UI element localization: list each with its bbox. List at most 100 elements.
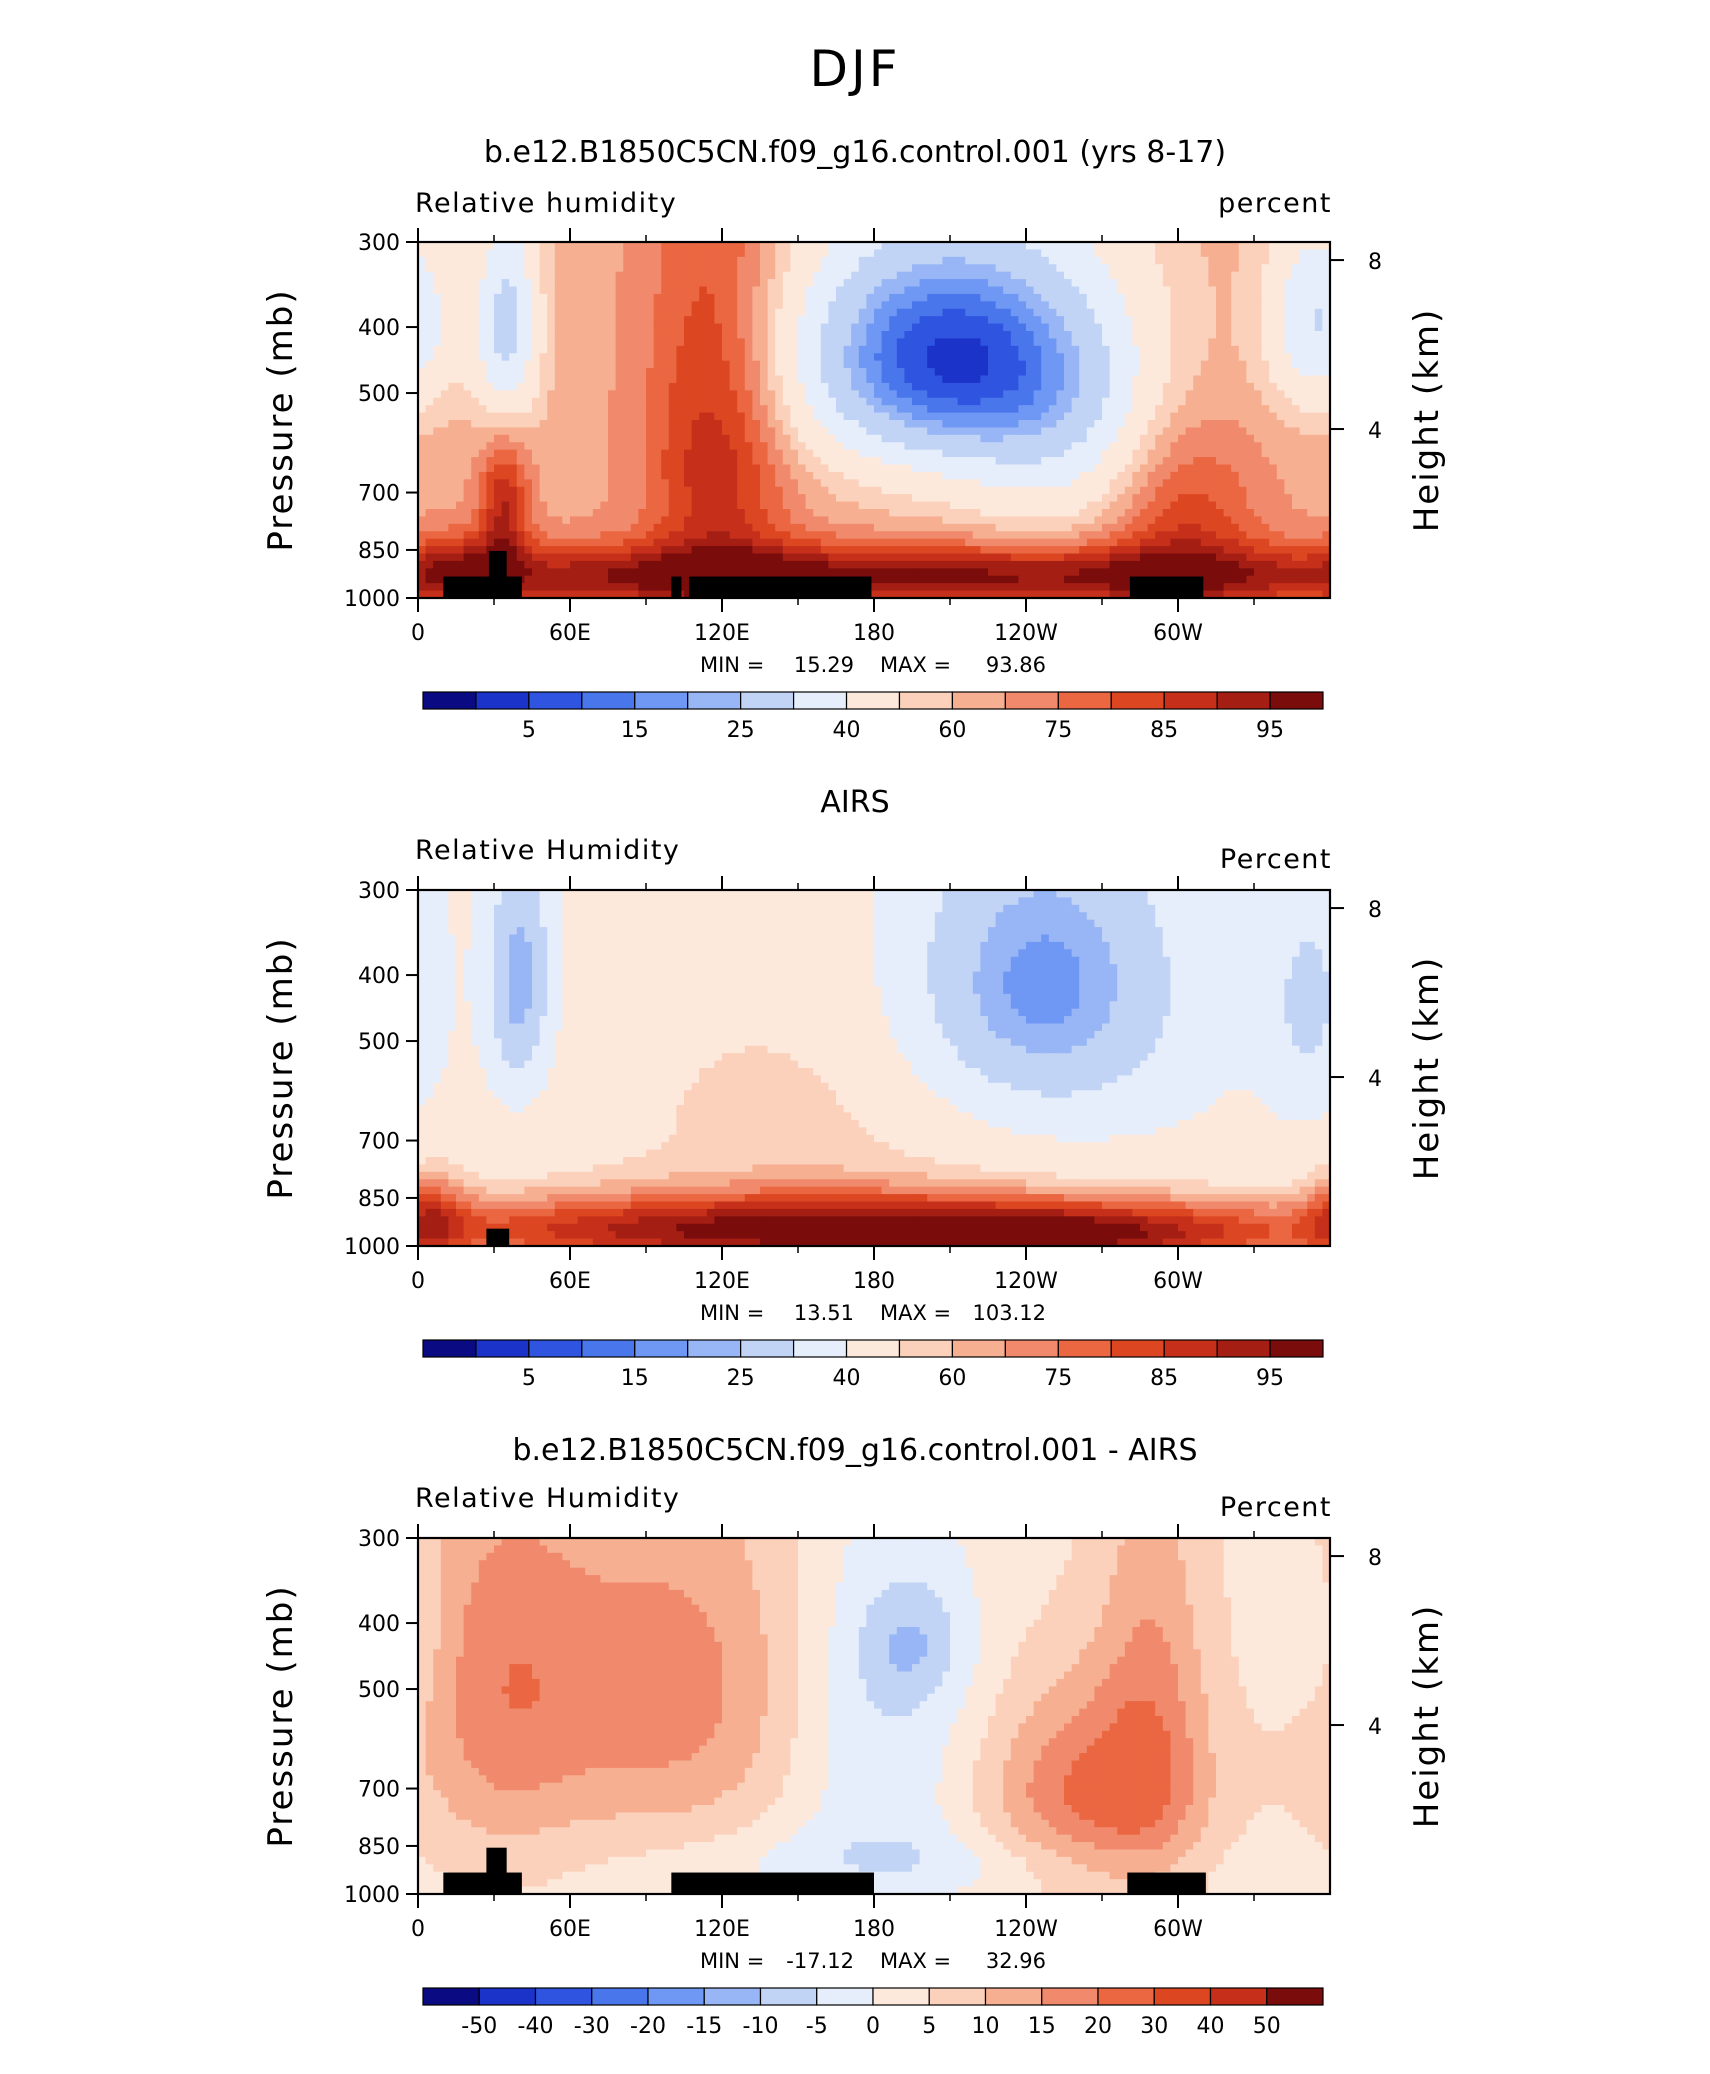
y-tick-label: 700 bbox=[358, 482, 400, 507]
colorbar-label: 10 bbox=[972, 2014, 1000, 2039]
max-label: MAX = bbox=[880, 1301, 951, 1325]
colorbar-box bbox=[703, 1987, 762, 2006]
x-tick-label: 180 bbox=[853, 1269, 895, 1294]
land-mask-block bbox=[1127, 1872, 1206, 1894]
colorbar-label: -30 bbox=[574, 2014, 610, 2039]
x-tick-label: 60W bbox=[1153, 1269, 1203, 1294]
colorbar-box bbox=[581, 691, 636, 710]
colorbar-box bbox=[1163, 1339, 1218, 1358]
colorbar-box bbox=[528, 1339, 583, 1358]
colorbar-box bbox=[422, 1339, 477, 1358]
left-string: Relative humidity bbox=[415, 188, 677, 219]
y-axis-title-right: Height (km) bbox=[1407, 308, 1447, 533]
chart-title: AIRS bbox=[820, 785, 889, 820]
y-tick-label: 700 bbox=[358, 1778, 400, 1803]
colorbar-box bbox=[898, 691, 954, 710]
colorbar-box bbox=[984, 1987, 1043, 2006]
colorbar-label: 5 bbox=[922, 2014, 936, 2039]
colorbar-box bbox=[687, 691, 742, 710]
y-right-tick-label: 8 bbox=[1368, 898, 1382, 923]
colorbar-label: 50 bbox=[1253, 2014, 1281, 2039]
colorbar-label: 5 bbox=[522, 1366, 536, 1391]
y-tick-label: 300 bbox=[358, 231, 400, 256]
colorbar-label: 30 bbox=[1140, 2014, 1168, 2039]
colorbar-box bbox=[816, 1987, 874, 2006]
right-string: percent bbox=[1218, 188, 1332, 219]
max-value: 93.86 bbox=[986, 653, 1046, 677]
colorbar-box bbox=[951, 1339, 1006, 1358]
y-right-tick-label: 8 bbox=[1368, 1546, 1382, 1571]
y-axis-title-right: Height (km) bbox=[1407, 956, 1447, 1181]
figure-supertitle: DJF bbox=[809, 40, 901, 98]
colorbar-box bbox=[591, 1987, 649, 2006]
y-tick-label: 500 bbox=[358, 382, 400, 407]
y-axis-title: Pressure (mb) bbox=[261, 936, 301, 1199]
max-value: 103.12 bbox=[973, 1301, 1046, 1325]
colorbar-box bbox=[951, 691, 1006, 710]
y-right-tick-label: 4 bbox=[1368, 1067, 1382, 1092]
x-tick-label: 120W bbox=[994, 1269, 1058, 1294]
chart-title: b.e12.B1850C5CN.f09_g16.control.001 (yrs… bbox=[484, 135, 1226, 170]
x-tick-label: 120E bbox=[694, 621, 750, 646]
min-label: MIN = bbox=[700, 1949, 764, 1973]
y-tick-label: 500 bbox=[358, 1030, 400, 1055]
y-tick-label: 500 bbox=[358, 1678, 400, 1703]
max-label: MAX = bbox=[880, 653, 951, 677]
colorbar-box bbox=[534, 1987, 593, 2006]
x-tick-label: 60E bbox=[549, 1917, 591, 1942]
colorbar-box bbox=[792, 691, 848, 710]
colorbar-label: 40 bbox=[833, 1366, 861, 1391]
colorbar: 5 15 25 40 60 75 85 95 bbox=[422, 1339, 1324, 1391]
land-mask-block bbox=[443, 1872, 522, 1894]
colorbar-box bbox=[1057, 1339, 1112, 1358]
colorbar-label: 0 bbox=[866, 2014, 880, 2039]
y-tick-label: 850 bbox=[358, 1187, 400, 1212]
min-value: -17.12 bbox=[786, 1949, 854, 1973]
y-tick-label: 1000 bbox=[344, 1235, 400, 1260]
colorbar: 5 15 25 40 60 75 85 95 bbox=[422, 691, 1324, 743]
colorbar-box bbox=[845, 1339, 901, 1358]
colorbar-label: 60 bbox=[938, 718, 966, 743]
colorbar-box bbox=[647, 1987, 705, 2006]
y-tick-label: 300 bbox=[358, 1527, 400, 1552]
min-label: MIN = bbox=[700, 653, 764, 677]
colorbar-box bbox=[1269, 1339, 1324, 1358]
land-mask-block bbox=[1129, 576, 1204, 598]
colorbar-label: 25 bbox=[727, 1366, 755, 1391]
right-string: Percent bbox=[1220, 1492, 1332, 1523]
colorbar-box bbox=[1004, 691, 1059, 710]
colorbar-box bbox=[740, 691, 795, 710]
min-value: 13.51 bbox=[794, 1301, 854, 1325]
left-string: Relative Humidity bbox=[415, 1483, 680, 1514]
colorbar-label: 15 bbox=[1028, 2014, 1056, 2039]
x-tick-label: 0 bbox=[411, 621, 425, 646]
colorbar-box bbox=[1216, 1339, 1271, 1358]
colorbar-label: 85 bbox=[1150, 718, 1178, 743]
x-tick-label: 0 bbox=[411, 1917, 425, 1942]
colorbar-box bbox=[1216, 691, 1271, 710]
land-mask-block bbox=[486, 1847, 507, 1894]
y-right-tick-label: 8 bbox=[1368, 250, 1382, 275]
x-tick-label: 60E bbox=[549, 1269, 591, 1294]
colorbar-box bbox=[1110, 691, 1165, 710]
x-tick-label: 180 bbox=[853, 1917, 895, 1942]
colorbar-box bbox=[845, 691, 901, 710]
x-tick-label: 60W bbox=[1153, 621, 1203, 646]
colorbar-label: 40 bbox=[1197, 2014, 1225, 2039]
y-axis-title: Pressure (mb) bbox=[261, 288, 301, 551]
colorbar-box bbox=[1110, 1339, 1165, 1358]
colorbar: -50 -40 -30 -20 -15 -10 -5 0 5 10 15 20 30 40 50 bbox=[422, 1987, 1324, 2039]
chart-panel-1: b.e12.B1850C5CN.f09_g16.control.001 (yrs… bbox=[261, 135, 1447, 743]
y-tick-label: 400 bbox=[358, 316, 400, 341]
land-mask-block bbox=[488, 550, 507, 598]
colorbar-box bbox=[740, 1339, 795, 1358]
y-right-tick-label: 4 bbox=[1368, 1715, 1382, 1740]
colorbar-label: 60 bbox=[938, 1366, 966, 1391]
colorbar-box bbox=[1209, 1987, 1268, 2006]
contour-field bbox=[418, 242, 1331, 599]
colorbar-label: -15 bbox=[686, 2014, 722, 2039]
colorbar-label: -5 bbox=[806, 2014, 828, 2039]
y-tick-label: 1000 bbox=[344, 1883, 400, 1908]
